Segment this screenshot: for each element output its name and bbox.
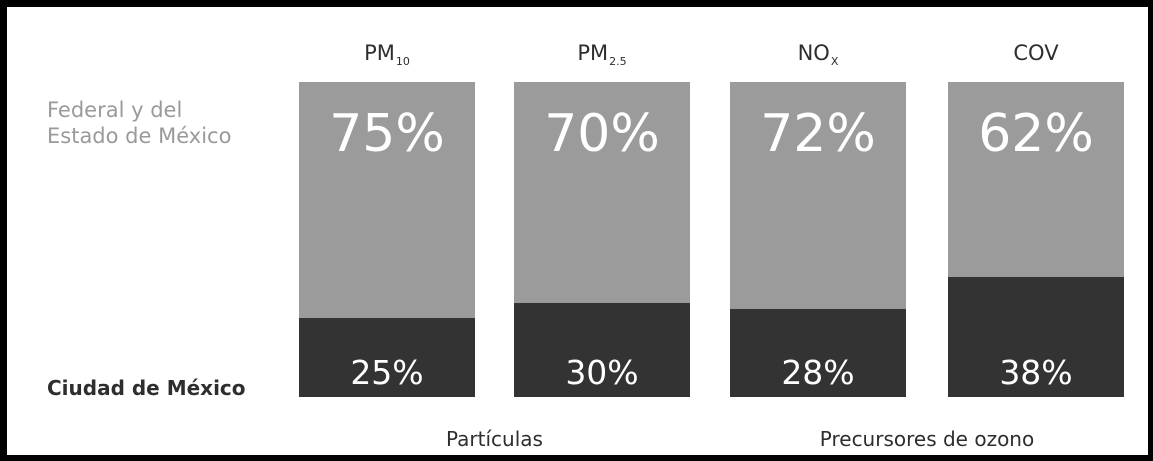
bar-segment-federal: 72% — [730, 82, 906, 309]
stacked-bar: 70% 30% — [514, 82, 690, 397]
bar-segment-federal: 75% — [299, 82, 475, 319]
data-label-federal: 72% — [760, 104, 876, 164]
data-label-federal: 70% — [544, 104, 660, 164]
category-label: NOX — [797, 41, 839, 68]
chart-frame: Federal y del Estado de México Ciudad de… — [7, 7, 1148, 455]
bar-segment-ciudad: 25% — [299, 318, 475, 397]
bar-segment-ciudad: 38% — [948, 277, 1124, 397]
stacked-bar: 72% 28% — [730, 82, 906, 397]
legend-ciudad: Ciudad de México — [47, 376, 246, 400]
bar-segment-federal: 70% — [514, 82, 690, 303]
category-label: PM2.5 — [577, 41, 627, 68]
bar-segment-federal: 62% — [948, 82, 1124, 278]
stacked-bar: 75% 25% — [299, 82, 475, 397]
group-label: Partículas — [446, 427, 543, 451]
category-label: COV — [1013, 41, 1059, 65]
stacked-bar: 62% 38% — [948, 82, 1124, 397]
data-label-ciudad: 30% — [565, 353, 639, 392]
group-label: Precursores de ozono — [819, 427, 1035, 451]
data-label-federal: 75% — [329, 104, 445, 164]
data-label-ciudad: 28% — [781, 353, 855, 392]
data-label-ciudad: 38% — [999, 353, 1073, 392]
bar-segment-ciudad: 28% — [730, 308, 906, 397]
legend-federal-estado: Federal y del Estado de México — [47, 97, 287, 149]
data-label-federal: 62% — [978, 104, 1094, 164]
bar-segment-ciudad: 30% — [514, 302, 690, 397]
category-label: PM10 — [364, 41, 410, 68]
legend-federal-line2: Estado de México — [47, 124, 232, 148]
data-label-ciudad: 25% — [350, 353, 424, 392]
legend-federal-line1: Federal y del — [47, 98, 183, 122]
